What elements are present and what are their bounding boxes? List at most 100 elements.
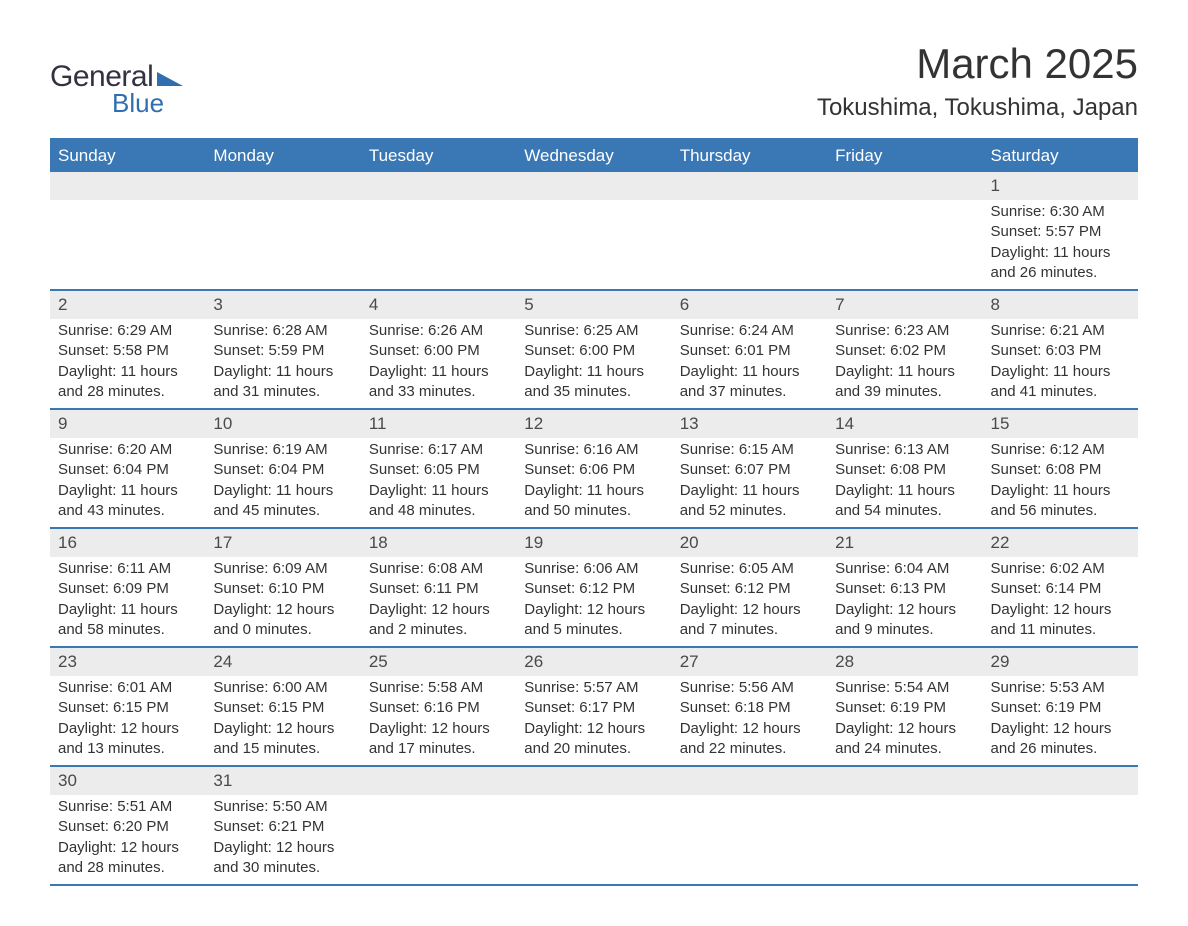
sunset-line: Sunset: 6:02 PM — [835, 341, 974, 361]
sunset-line: Sunset: 6:08 PM — [835, 460, 974, 480]
sunrise-line: Sunrise: 6:21 AM — [991, 321, 1130, 341]
day-detail-cell: Sunrise: 6:06 AMSunset: 6:12 PMDaylight:… — [516, 557, 671, 647]
day-header: Wednesday — [516, 139, 671, 172]
day-detail-cell: Sunrise: 6:20 AMSunset: 6:04 PMDaylight:… — [50, 438, 205, 528]
calendar-table: Sunday Monday Tuesday Wednesday Thursday… — [50, 138, 1138, 886]
daylight-line: Daylight: 11 hours and 41 minutes. — [991, 362, 1130, 403]
title-block: March 2025 Tokushima, Tokushima, Japan — [817, 40, 1138, 122]
day-number-cell: 6 — [672, 290, 827, 319]
sunrise-line: Sunrise: 5:50 AM — [213, 797, 352, 817]
daylight-line: Daylight: 11 hours and 26 minutes. — [991, 243, 1130, 284]
day-number-cell: 24 — [205, 647, 360, 676]
detail-row: Sunrise: 6:01 AMSunset: 6:15 PM Daylight:… — [50, 676, 1138, 766]
logo-text-blue: Blue — [112, 88, 164, 119]
sunrise-line: Sunrise: 6:30 AM — [991, 202, 1130, 222]
sunset-line: Sunset: 6:12 PM — [524, 579, 663, 599]
day-number-cell — [827, 172, 982, 200]
day-header: Thursday — [672, 139, 827, 172]
day-detail-cell: Sunrise: 6:16 AMSunset: 6:06 PMDaylight:… — [516, 438, 671, 528]
day-detail-cell: Sunrise: 5:50 AMSunset: 6:21 PMDaylight:… — [205, 795, 360, 885]
sunset-line: Sunset: 6:19 PM — [991, 698, 1130, 718]
day-header: Monday — [205, 139, 360, 172]
month-title: March 2025 — [817, 40, 1138, 88]
day-number-cell — [361, 766, 516, 795]
day-number-cell — [672, 766, 827, 795]
sunset-line: Sunset: 6:16 PM — [369, 698, 508, 718]
day-number-cell: 9 — [50, 409, 205, 438]
day-number-cell — [516, 766, 671, 795]
day-detail-cell — [50, 200, 205, 290]
day-detail-cell: Sunrise: 6:28 AMSunset: 5:59 PMDaylight:… — [205, 319, 360, 409]
sunrise-line: Sunrise: 6:23 AM — [835, 321, 974, 341]
sunrise-line: Sunrise: 6:01 AM — [58, 678, 197, 698]
sunrise-line: Sunrise: 6:02 AM — [991, 559, 1130, 579]
day-detail-cell: Sunrise: 6:21 AMSunset: 6:03 PMDaylight:… — [983, 319, 1138, 409]
daynum-row: 1 — [50, 172, 1138, 200]
day-number-cell: 20 — [672, 528, 827, 557]
daynum-row: 16171819202122 — [50, 528, 1138, 557]
day-detail-cell: Sunrise: 5:51 AMSunset: 6:20 PMDaylight:… — [50, 795, 205, 885]
day-number-cell: 7 — [827, 290, 982, 319]
day-number-cell: 31 — [205, 766, 360, 795]
day-detail-cell — [827, 795, 982, 885]
daylight-line: Daylight: 12 hours and 24 minutes. — [835, 719, 974, 760]
day-number-cell — [983, 766, 1138, 795]
day-header: Sunday — [50, 139, 205, 172]
daylight-line: Daylight: 12 hours and 17 minutes. — [369, 719, 508, 760]
sunrise-line: Sunrise: 6:12 AM — [991, 440, 1130, 460]
daylight-line: Daylight: 11 hours and 48 minutes. — [369, 481, 508, 522]
sunset-line: Sunset: 6:14 PM — [991, 579, 1130, 599]
sunrise-line: Sunrise: 6:16 AM — [524, 440, 663, 460]
sunset-line: Sunset: 6:21 PM — [213, 817, 352, 837]
sunrise-line: Sunrise: 6:29 AM — [58, 321, 197, 341]
sunrise-line: Sunrise: 5:57 AM — [524, 678, 663, 698]
sunrise-line: Sunrise: 6:05 AM — [680, 559, 819, 579]
sunset-line: Sunset: 5:58 PM — [58, 341, 197, 361]
day-number-cell: 18 — [361, 528, 516, 557]
detail-row: Sunrise: 6:11 AMSunset: 6:09 PMDaylight:… — [50, 557, 1138, 647]
day-number-cell — [827, 766, 982, 795]
day-detail-cell: Sunrise: 6:15 AMSunset: 6:07 PMDaylight:… — [672, 438, 827, 528]
day-number-cell — [672, 172, 827, 200]
day-number-cell: 16 — [50, 528, 205, 557]
daylight-line: Daylight: 11 hours and 52 minutes. — [680, 481, 819, 522]
sunrise-line: Sunrise: 6:20 AM — [58, 440, 197, 460]
daylight-line: Daylight: 12 hours and 22 minutes. — [680, 719, 819, 760]
day-number-cell: 1 — [983, 172, 1138, 200]
day-number-cell: 12 — [516, 409, 671, 438]
sunset-line: Sunset: 6:13 PM — [835, 579, 974, 599]
sunrise-line: Sunrise: 6:19 AM — [213, 440, 352, 460]
day-header: Tuesday — [361, 139, 516, 172]
day-detail-cell: Sunrise: 6:02 AMSunset: 6:14 PMDaylight:… — [983, 557, 1138, 647]
sunset-line: Sunset: 5:57 PM — [991, 222, 1130, 242]
logo-triangle-icon — [157, 68, 183, 86]
daylight-line: Daylight: 12 hours and 2 minutes. — [369, 600, 508, 641]
day-number-cell — [361, 172, 516, 200]
sunset-line: Sunset: 6:03 PM — [991, 341, 1130, 361]
sunrise-line: Sunrise: 6:24 AM — [680, 321, 819, 341]
day-number-cell: 28 — [827, 647, 982, 676]
day-detail-cell: Sunrise: 6:08 AMSunset: 6:11 PMDaylight:… — [361, 557, 516, 647]
daynum-row: 3031 — [50, 766, 1138, 795]
sunset-line: Sunset: 6:04 PM — [213, 460, 352, 480]
daylight-line: Daylight: 11 hours and 39 minutes. — [835, 362, 974, 403]
day-number-cell: 11 — [361, 409, 516, 438]
day-number-cell: 4 — [361, 290, 516, 319]
daylight-line: Daylight: 12 hours and 28 minutes. — [58, 838, 197, 879]
daylight-line: Daylight: 12 hours and 11 minutes. — [991, 600, 1130, 641]
day-number-cell: 5 — [516, 290, 671, 319]
sunrise-line: Sunrise: 6:04 AM — [835, 559, 974, 579]
detail-row: Sunrise: 6:20 AM Sunset: 6:04 PM Daylight:… — [50, 438, 1138, 528]
sunset-line: Sunset: 6:15 PM — [58, 698, 197, 718]
daylight-line: Daylight: 11 hours and 28 minutes. — [58, 362, 197, 403]
sunrise-line: Sunrise: 6:13 AM — [835, 440, 974, 460]
day-number-cell: 3 — [205, 290, 360, 319]
daynum-row: 23242526272829 — [50, 647, 1138, 676]
sunrise-line: Sunrise: 6:17 AM — [369, 440, 508, 460]
day-detail-cell — [516, 795, 671, 885]
sunset-line: Sunset: 6:12 PM — [680, 579, 819, 599]
daylight-line: Daylight: 11 hours and 37 minutes. — [680, 362, 819, 403]
detail-row: Sunrise: 6:29 AMSunset: 5:58 PMDaylight:… — [50, 319, 1138, 409]
day-number-cell: 21 — [827, 528, 982, 557]
day-number-cell: 15 — [983, 409, 1138, 438]
